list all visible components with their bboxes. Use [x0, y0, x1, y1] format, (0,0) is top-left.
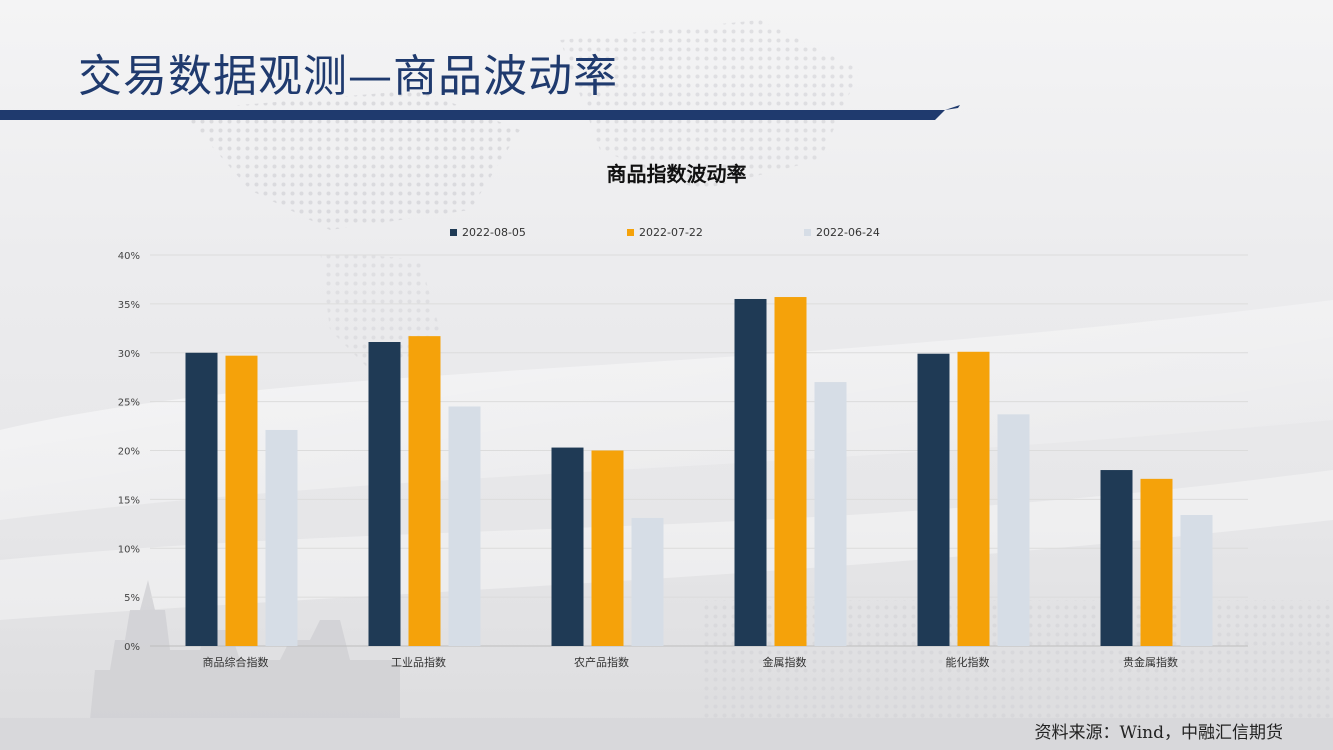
chart-title: 商品指数波动率	[606, 162, 747, 186]
bar	[408, 336, 441, 646]
y-tick-label: 5%	[124, 593, 140, 604]
bar	[774, 297, 807, 646]
bar	[1100, 470, 1133, 646]
legend-item: 2022-08-05	[450, 226, 627, 239]
x-tick-label: 工业品指数	[391, 655, 446, 669]
bar	[957, 351, 990, 646]
chart-legend: 2022-08-05 2022-07-22 2022-06-24	[450, 226, 981, 239]
bar	[631, 517, 664, 646]
page-title: 交易数据观测—商品波动率	[78, 51, 618, 102]
y-tick-label: 35%	[118, 300, 140, 311]
y-tick-label: 30%	[118, 349, 140, 360]
y-tick-label: 10%	[118, 544, 140, 555]
legend-label: 2022-07-22	[639, 226, 703, 239]
x-tick-label: 农产品指数	[574, 655, 629, 669]
legend-item: 2022-07-22	[627, 226, 804, 239]
y-tick-label: 40%	[118, 251, 140, 262]
source-note: 资料来源：Wind，中融汇信期货	[1034, 723, 1283, 743]
y-tick-label: 25%	[118, 398, 140, 409]
bar	[551, 447, 584, 646]
title-band	[0, 105, 960, 120]
legend-item: 2022-06-24	[804, 226, 981, 239]
x-tick-label: 商品综合指数	[203, 655, 269, 669]
legend-label: 2022-08-05	[462, 226, 526, 239]
bar	[917, 353, 950, 646]
x-tick-label: 贵金属指数	[1123, 655, 1178, 669]
legend-swatch-series-2	[627, 229, 634, 236]
y-tick-label: 20%	[118, 447, 140, 458]
bar	[368, 341, 401, 646]
bar	[448, 406, 481, 646]
bar	[734, 298, 767, 646]
bar	[185, 352, 218, 646]
bar	[1180, 515, 1213, 646]
legend-swatch-series-1	[450, 229, 457, 236]
bar	[814, 382, 847, 646]
legend-swatch-series-3	[804, 229, 811, 236]
bar	[225, 355, 258, 646]
y-tick-label: 15%	[118, 495, 140, 506]
bar	[1140, 478, 1173, 646]
bar	[265, 429, 298, 646]
bar	[591, 450, 624, 646]
x-tick-label: 能化指数	[946, 655, 990, 669]
legend-label: 2022-06-24	[816, 226, 880, 239]
bar	[997, 414, 1030, 646]
y-tick-label: 0%	[124, 642, 140, 653]
x-tick-label: 金属指数	[763, 655, 807, 669]
